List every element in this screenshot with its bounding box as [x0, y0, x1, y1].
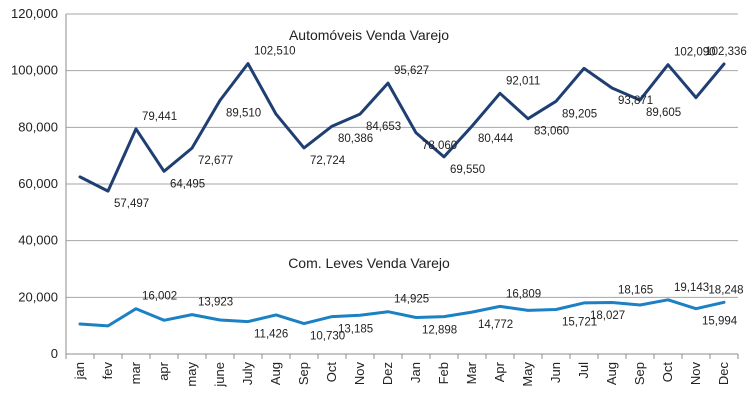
x-axis-ticks: jan fev mar apr may june July Aug Sep Oct Nov Dez Ja…	[72, 361, 731, 387]
data-label: 14,772	[478, 319, 513, 331]
x-tick-label: Feb	[436, 362, 451, 384]
x-tick-label: may	[184, 362, 199, 387]
data-label: 102,090	[674, 47, 716, 59]
x-tick-label: apr	[156, 361, 171, 380]
data-label: 95,627	[394, 65, 429, 77]
x-tick-label: May	[520, 362, 535, 387]
data-label: 92,011	[506, 75, 540, 87]
data-label: 13,185	[338, 324, 373, 336]
data-label: 72,724	[310, 155, 346, 167]
data-label: 15,721	[562, 316, 597, 328]
series-line	[78, 298, 726, 328]
data-label: 57,497	[114, 198, 149, 210]
x-tick-label: Aug	[604, 362, 619, 385]
data-label: 83,060	[534, 126, 569, 138]
data-label: 11,426	[254, 329, 288, 341]
data-label: 69,550	[450, 164, 485, 176]
x-tick-label: Jun	[548, 362, 563, 383]
data-label: 14,925	[394, 294, 429, 306]
x-tick-label: jan	[72, 362, 87, 380]
x-tick-label: Nov	[352, 362, 367, 386]
y-tick-label: 100,000	[11, 63, 58, 78]
data-label: 102,510	[254, 46, 296, 58]
x-tick-label: june	[212, 362, 227, 388]
series-title: Automóveis Venda Varejo	[289, 27, 449, 43]
data-labels: 57,497 79,441 64,495 72,677 89,510 102,510 72,…	[114, 46, 747, 343]
data-label: 89,205	[562, 108, 597, 120]
data-label: 18,248	[708, 284, 743, 296]
data-label: 78,060	[422, 140, 457, 152]
data-label: 18,165	[618, 285, 653, 297]
y-axis-ticks: 0 20,000 40,000 60,000 80,000 100,000 120,000	[11, 6, 58, 361]
x-tick-label: July	[240, 362, 255, 386]
data-label: 80,444	[478, 133, 514, 145]
y-tick-label: 20,000	[18, 289, 58, 304]
data-label: 18,027	[590, 310, 625, 322]
y-tick-label: 80,000	[18, 119, 58, 134]
data-label: 10,730	[310, 331, 345, 343]
data-label: 93,871	[618, 95, 653, 107]
x-tick-label: Dec	[716, 362, 731, 386]
x-tick-label: Nov	[688, 362, 703, 386]
x-tick-label: Sep	[296, 362, 311, 385]
x-tick-label: Apr	[492, 361, 507, 382]
axes	[65, 14, 739, 359]
data-label: 79,441	[142, 111, 177, 123]
data-label: 19,143	[674, 282, 709, 294]
series-lines	[78, 62, 726, 328]
y-tick-label: 40,000	[18, 233, 58, 248]
x-tick-label: Jul	[576, 362, 591, 379]
x-tick-label: Mar	[464, 361, 479, 384]
x-tick-label: Oct	[324, 362, 339, 383]
x-tick-label: Sep	[632, 362, 647, 385]
data-label: 72,677	[198, 155, 233, 167]
data-label: 84,653	[366, 121, 401, 133]
data-label: 89,605	[646, 107, 681, 119]
x-tick-label: Aug	[268, 362, 283, 385]
data-label: 89,510	[226, 107, 261, 119]
x-tick-label: Dez	[380, 362, 395, 385]
data-label: 13,923	[198, 297, 233, 309]
data-label: 80,386	[338, 133, 373, 145]
data-label: 16,809	[506, 288, 541, 300]
y-tick-label: 0	[51, 346, 58, 361]
y-tick-label: 60,000	[18, 176, 58, 191]
x-tick-label: Jan	[408, 362, 423, 383]
data-label: 102,336	[705, 46, 747, 58]
data-label: 12,898	[422, 324, 457, 336]
data-label: 16,002	[142, 291, 177, 303]
grid	[66, 13, 738, 298]
series-title: Com. Leves Venda Varejo	[288, 255, 450, 271]
x-tick-label: fev	[100, 362, 115, 380]
data-label: 64,495	[170, 178, 205, 190]
x-tick-label: Oct	[660, 362, 675, 383]
data-label: 15,994	[702, 316, 738, 328]
y-tick-label: 120,000	[11, 6, 58, 21]
x-tick-label: mar	[128, 361, 143, 384]
series-line	[78, 62, 726, 193]
series-titles: Automóveis Venda Varejo Com. Leves Venda …	[288, 27, 450, 271]
